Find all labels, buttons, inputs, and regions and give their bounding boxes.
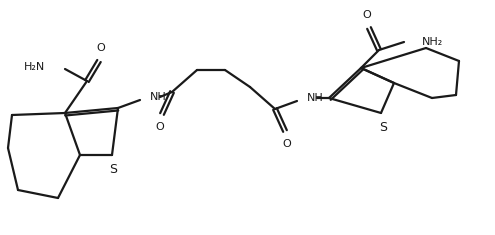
Text: NH: NH xyxy=(307,93,324,103)
Text: S: S xyxy=(379,121,387,134)
Text: NH₂: NH₂ xyxy=(422,37,443,47)
Text: O: O xyxy=(363,10,371,20)
Text: NH: NH xyxy=(150,92,167,102)
Text: O: O xyxy=(283,139,292,149)
Text: S: S xyxy=(109,163,117,176)
Text: O: O xyxy=(155,122,164,132)
Text: O: O xyxy=(97,43,105,53)
Text: H₂N: H₂N xyxy=(24,62,45,72)
